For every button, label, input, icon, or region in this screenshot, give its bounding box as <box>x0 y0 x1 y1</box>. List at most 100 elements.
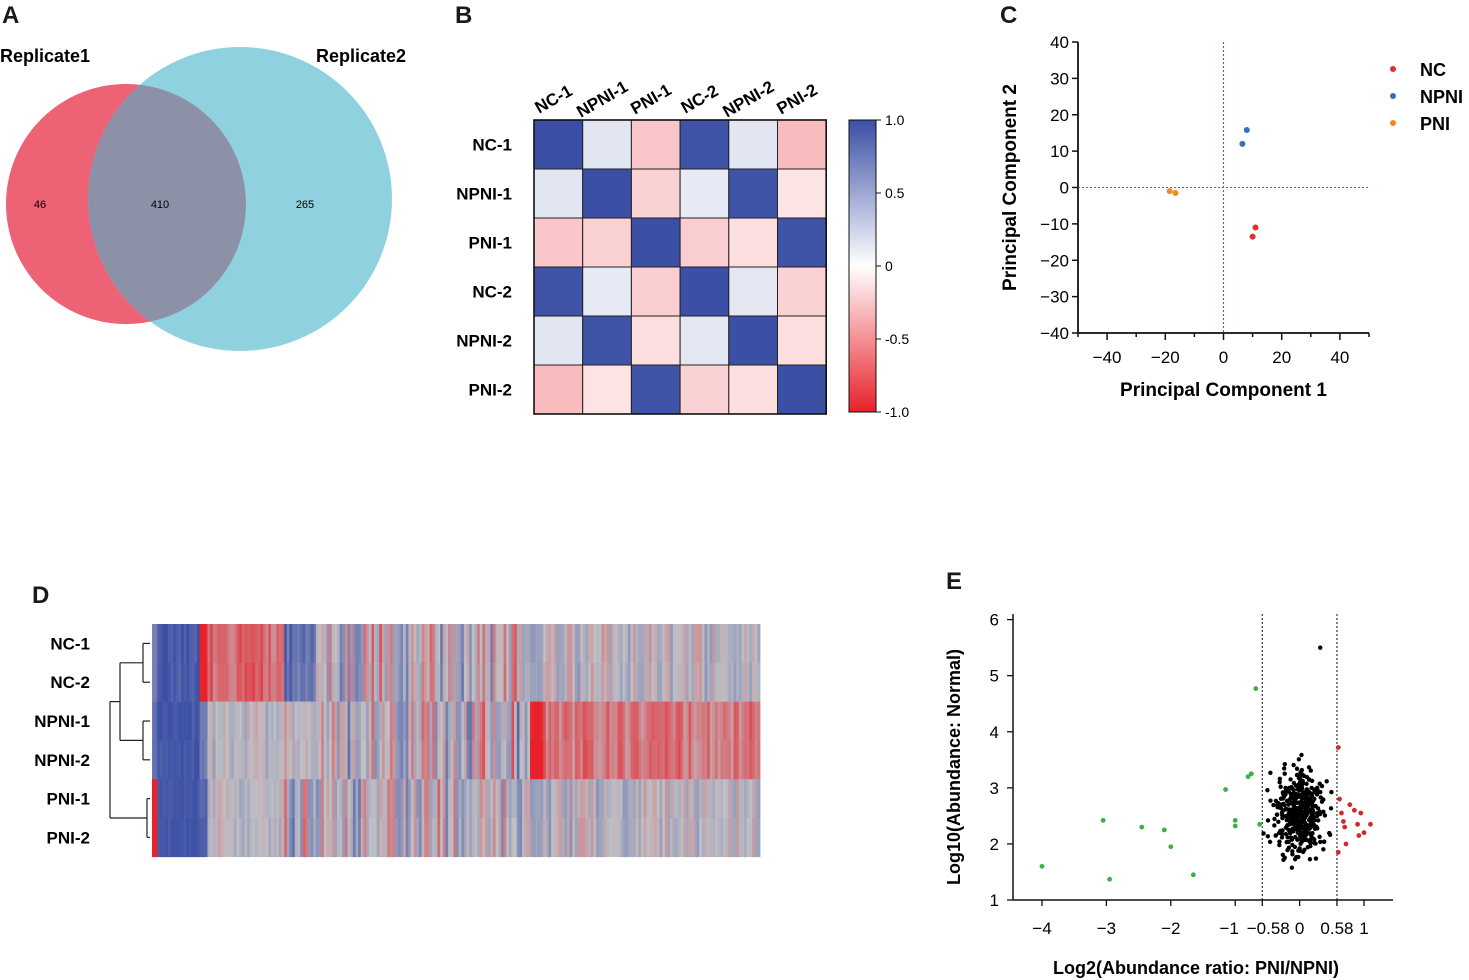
cluster-heatmap-cell <box>582 779 586 819</box>
venn-count-intersection: 410 <box>151 199 169 211</box>
scatter-e-point-ns <box>1299 833 1304 839</box>
cluster-heatmap-cell <box>678 624 682 664</box>
cluster-heatmap-cell <box>220 662 224 702</box>
cluster-heatmap-cell <box>556 779 560 819</box>
cluster-heatmap-cell <box>707 662 711 702</box>
cluster-heatmap-cell <box>614 779 618 819</box>
scatter-e-point-ns <box>1299 767 1305 773</box>
cluster-heatmap-cell <box>344 701 349 741</box>
cluster-heatmap-cell <box>268 624 272 664</box>
cluster-heatmap-cell <box>329 740 333 780</box>
cluster-heatmap-cell <box>633 701 637 741</box>
cluster-row-label: NC-1 <box>50 634 90 653</box>
cluster-heatmap-cell <box>173 740 177 780</box>
cluster-heatmap-cell <box>707 740 711 780</box>
cluster-heatmap-cell <box>479 662 483 702</box>
cluster-heatmap-cell <box>643 701 647 741</box>
pca-y-tick-label: 0 <box>1060 179 1069 198</box>
cluster-heatmap-cell <box>662 740 666 780</box>
cluster-heatmap-cell <box>400 701 404 741</box>
cluster-heatmap-cell <box>469 624 473 664</box>
scatter-e-point-ns <box>1305 805 1310 810</box>
cluster-heatmap-cell <box>738 662 742 702</box>
scatter-e-point-ns <box>1291 790 1296 796</box>
cluster-heatmap-cell <box>381 662 386 702</box>
cluster-heatmap-cell <box>749 779 753 819</box>
cluster-heatmap-cell <box>722 779 727 819</box>
cluster-heatmap-cell <box>347 740 351 780</box>
cluster-heatmap-cell <box>704 779 708 819</box>
cluster-heatmap-cell <box>559 624 563 664</box>
heatmap-cell <box>582 364 632 415</box>
cluster-heatmap-cell <box>627 740 631 780</box>
cluster-heatmap-cell <box>281 740 285 780</box>
cluster-heatmap-cell <box>543 818 547 858</box>
cluster-heatmap-cell <box>543 740 547 780</box>
cluster-heatmap-cell <box>173 701 177 741</box>
cluster-heatmap-cell <box>204 701 208 741</box>
cluster-heatmap-cell <box>400 624 404 664</box>
cluster-heatmap-cell <box>286 818 290 858</box>
heatmap-cell <box>533 217 584 268</box>
cluster-heatmap-cell <box>450 662 454 702</box>
cluster-heatmap-cell <box>300 701 304 741</box>
cluster-heatmap-cell <box>717 740 721 780</box>
cluster-heatmap-cell <box>186 701 190 741</box>
scatter-e-point-down <box>1248 771 1254 777</box>
cluster-heatmap-cell <box>733 662 737 702</box>
cluster-heatmap-cell <box>638 779 642 819</box>
cluster-heatmap-cell <box>709 740 713 780</box>
cluster-heatmap-cell <box>199 779 203 819</box>
cluster-heatmap-cell <box>199 818 203 858</box>
cluster-heatmap-cell <box>712 701 716 741</box>
cluster-heatmap-cell <box>685 779 690 819</box>
cluster-heatmap-cell <box>413 818 417 858</box>
cluster-heatmap-cell <box>487 662 491 702</box>
cluster-heatmap-cell <box>448 740 452 780</box>
cluster-heatmap-cell <box>519 624 523 664</box>
cluster-heatmap-cell <box>165 624 169 664</box>
scatter-e-point-ns <box>1291 762 1296 768</box>
cluster-heatmap-cell <box>418 662 423 702</box>
cluster-heatmap-cell <box>247 779 251 819</box>
cluster-heatmap-cell <box>233 740 237 780</box>
cluster-heatmap-cell <box>239 701 243 741</box>
cluster-heatmap-cell <box>159 779 163 819</box>
cluster-heatmap-cell <box>537 624 541 664</box>
cluster-heatmap-cell <box>400 662 404 702</box>
cluster-heatmap-cell <box>175 701 179 741</box>
cluster-heatmap-cell <box>276 624 280 664</box>
scatter-e-point-ns <box>1274 803 1280 808</box>
cluster-heatmap-cell <box>424 701 428 741</box>
cluster-heatmap-cell <box>257 740 261 780</box>
cluster-heatmap-cell <box>387 779 391 819</box>
cluster-heatmap-cell <box>339 701 343 741</box>
cluster-heatmap-cell <box>564 740 568 780</box>
cluster-heatmap-cell <box>194 662 198 702</box>
cluster-heatmap-cell <box>241 624 245 664</box>
cluster-heatmap-cell <box>527 701 531 741</box>
cluster-heatmap-cell <box>408 701 412 741</box>
pca-legend-label: NPNI <box>1420 87 1463 107</box>
cluster-heatmap-cell <box>194 818 198 858</box>
cluster-heatmap-cell <box>461 662 465 702</box>
cluster-heatmap-cell <box>421 624 425 664</box>
cluster-heatmap-cell <box>218 701 222 741</box>
cluster-heatmap-cell <box>617 740 621 780</box>
scatter-e-point-ns <box>1277 839 1282 844</box>
scatter-e-point-ns <box>1277 780 1282 785</box>
cluster-heatmap-cell <box>281 662 285 702</box>
cluster-heatmap-cell <box>448 662 452 702</box>
cluster-heatmap-cell <box>598 779 602 819</box>
cluster-heatmap-cell <box>553 818 557 858</box>
heatmap-cell <box>582 266 632 317</box>
cluster-heatmap-cell <box>656 701 660 741</box>
cluster-heatmap-cell <box>244 818 248 858</box>
cluster-heatmap-cell <box>249 662 253 702</box>
cluster-heatmap-cell <box>572 624 576 664</box>
panel-label-c: C <box>1000 2 1018 29</box>
cluster-heatmap-cell <box>326 662 330 702</box>
scatter-e-x-tick-label: −4 <box>1032 919 1051 938</box>
cluster-heatmap-cell <box>722 624 727 664</box>
cluster-heatmap-cell <box>752 662 756 702</box>
